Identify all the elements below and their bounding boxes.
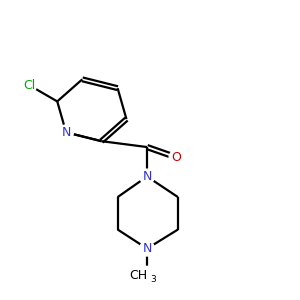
Text: O: O (172, 151, 182, 164)
Circle shape (140, 169, 154, 184)
Text: Cl: Cl (23, 79, 35, 92)
Circle shape (138, 266, 156, 284)
Circle shape (22, 78, 37, 93)
Text: N: N (61, 126, 71, 139)
Text: N: N (142, 170, 152, 183)
Text: 3: 3 (151, 275, 156, 284)
Text: N: N (142, 242, 152, 255)
Circle shape (169, 150, 184, 165)
Circle shape (59, 125, 74, 140)
Text: CH: CH (129, 268, 147, 282)
Circle shape (140, 241, 154, 256)
